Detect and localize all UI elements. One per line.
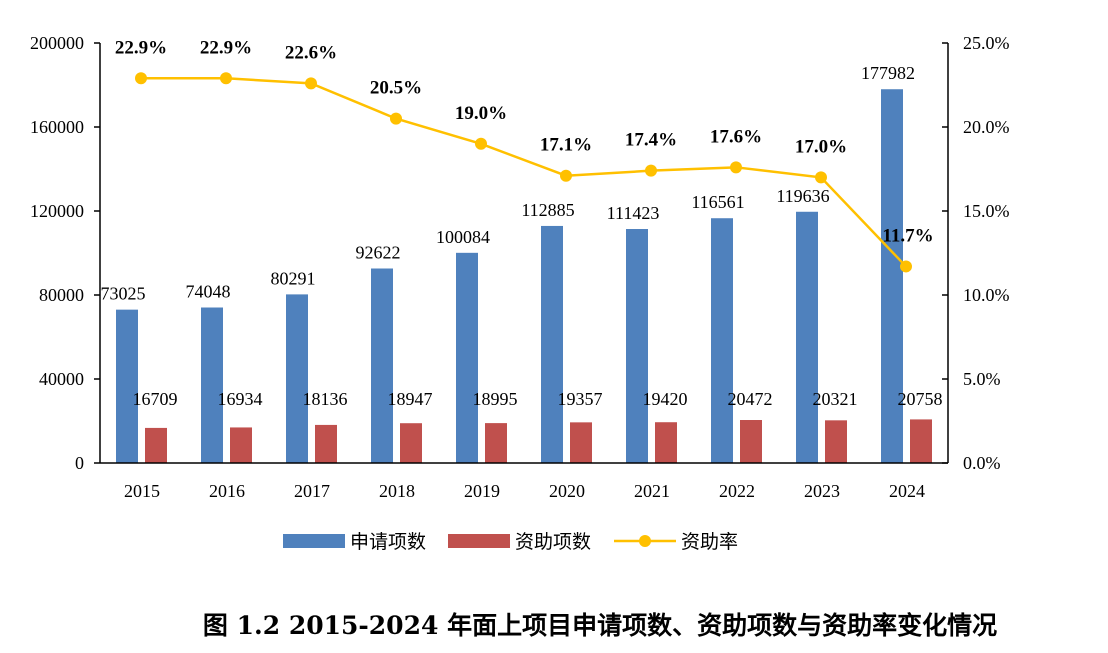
y-tick-label: 200000 xyxy=(30,33,84,53)
bar-funded-2021 xyxy=(655,422,677,463)
data-label-applications: 177982 xyxy=(861,63,915,83)
y-tick-label: 120000 xyxy=(30,201,84,221)
point-funding-rate-2019 xyxy=(475,137,487,150)
x-tick-label: 2023 xyxy=(804,481,840,501)
bar-funded-2024 xyxy=(910,419,932,463)
legend-label-funded: 资助项数 xyxy=(515,531,591,553)
data-label-rate: 11.7% xyxy=(882,225,933,246)
data-label-applications: 80291 xyxy=(271,268,316,288)
x-tick-label: 2021 xyxy=(634,481,670,501)
data-label-rate: 17.0% xyxy=(795,136,847,157)
data-label-applications: 111423 xyxy=(607,203,660,223)
bar-funded-2022 xyxy=(740,420,762,463)
point-funding-rate-2015 xyxy=(135,72,147,85)
data-label-funded: 19357 xyxy=(558,389,603,409)
point-funding-rate-2024 xyxy=(900,260,912,273)
data-label-rate: 22.9% xyxy=(200,37,252,58)
bar-funded-2016 xyxy=(230,427,252,463)
legend-label-applications: 申请项数 xyxy=(350,531,426,553)
bar-applications-2019 xyxy=(456,252,478,463)
x-tick-label: 2015 xyxy=(124,481,160,501)
data-label-applications: 100084 xyxy=(436,227,490,247)
y-tick-label: 80000 xyxy=(39,285,84,305)
data-label-funded: 20758 xyxy=(898,389,943,409)
point-funding-rate-2017 xyxy=(305,77,317,90)
y2-tick-label: 20.0% xyxy=(963,117,1010,137)
y-tick-label: 0 xyxy=(75,453,84,473)
legend-label-rate: 资助率 xyxy=(681,531,738,553)
x-tick-label: 2020 xyxy=(549,481,585,501)
data-label-rate: 17.6% xyxy=(710,126,762,147)
data-label-applications: 119636 xyxy=(776,186,829,206)
data-label-applications: 74048 xyxy=(186,281,231,301)
point-funding-rate-2018 xyxy=(390,112,402,125)
x-tick-label: 2016 xyxy=(209,481,245,501)
point-funding-rate-2023 xyxy=(815,171,827,184)
bar-funded-2015 xyxy=(145,427,167,463)
bar-applications-2020 xyxy=(541,225,563,463)
bar-applications-2017 xyxy=(286,294,308,463)
bar-funded-2018 xyxy=(400,423,422,463)
legend-swatch-funded xyxy=(448,534,510,548)
x-tick-label: 2017 xyxy=(294,481,330,501)
data-label-rate: 22.6% xyxy=(285,42,337,63)
x-tick-label: 2022 xyxy=(719,481,755,501)
data-label-applications: 116561 xyxy=(691,192,744,212)
x-tick-label: 2018 xyxy=(379,481,415,501)
bar-applications-2022 xyxy=(711,218,733,463)
bar-applications-2021 xyxy=(626,229,648,463)
data-label-rate: 22.9% xyxy=(115,37,167,58)
legend-marker-rate xyxy=(639,535,651,547)
bar-funded-2019 xyxy=(485,423,507,463)
data-label-applications: 92622 xyxy=(356,242,401,262)
data-label-rate: 19.0% xyxy=(455,103,507,124)
bar-applications-2018 xyxy=(371,268,393,463)
bar-applications-2024 xyxy=(881,89,903,464)
data-label-applications: 112885 xyxy=(521,200,574,220)
y-tick-label: 160000 xyxy=(30,117,84,137)
data-label-funded: 18947 xyxy=(388,389,433,409)
chart-title: 图 1.2 2015-2024 年面上项目申请项数、资助项数与资助率变化情况 xyxy=(203,611,997,640)
bar-funded-2017 xyxy=(315,424,337,463)
point-funding-rate-2016 xyxy=(220,72,232,85)
x-tick-label: 2019 xyxy=(464,481,500,501)
legend-swatch-applications xyxy=(283,534,345,548)
data-label-funded: 18136 xyxy=(303,389,348,409)
data-label-funded: 20472 xyxy=(728,389,773,409)
data-label-rate: 17.4% xyxy=(625,130,677,151)
y-tick-label: 40000 xyxy=(39,369,84,389)
y2-tick-label: 10.0% xyxy=(963,285,1010,305)
data-label-rate: 20.5% xyxy=(370,78,422,99)
data-label-funded: 20321 xyxy=(813,389,858,409)
bar-applications-2016 xyxy=(201,307,223,463)
point-funding-rate-2021 xyxy=(645,164,657,177)
data-label-funded: 18995 xyxy=(473,389,518,409)
data-label-funded: 19420 xyxy=(643,389,688,409)
bar-funded-2023 xyxy=(825,420,847,463)
bar-applications-2023 xyxy=(796,211,818,463)
x-tick-label: 2024 xyxy=(889,481,925,501)
data-label-applications: 73025 xyxy=(101,284,146,304)
point-funding-rate-2022 xyxy=(730,161,742,174)
y2-tick-label: 15.0% xyxy=(963,201,1010,221)
data-label-funded: 16934 xyxy=(218,389,263,409)
bar-funded-2020 xyxy=(570,422,592,463)
y2-tick-label: 0.0% xyxy=(963,453,1001,473)
legend: 申请项数 资助项数 资助率 xyxy=(283,531,738,553)
data-label-funded: 16709 xyxy=(133,389,178,409)
y2-tick-label: 25.0% xyxy=(963,33,1010,53)
bar-applications-2015 xyxy=(116,309,138,463)
line-funding-rate xyxy=(141,77,907,268)
y2-tick-label: 5.0% xyxy=(963,369,1001,389)
data-label-rate: 17.1% xyxy=(540,135,592,156)
point-funding-rate-2020 xyxy=(560,169,572,182)
